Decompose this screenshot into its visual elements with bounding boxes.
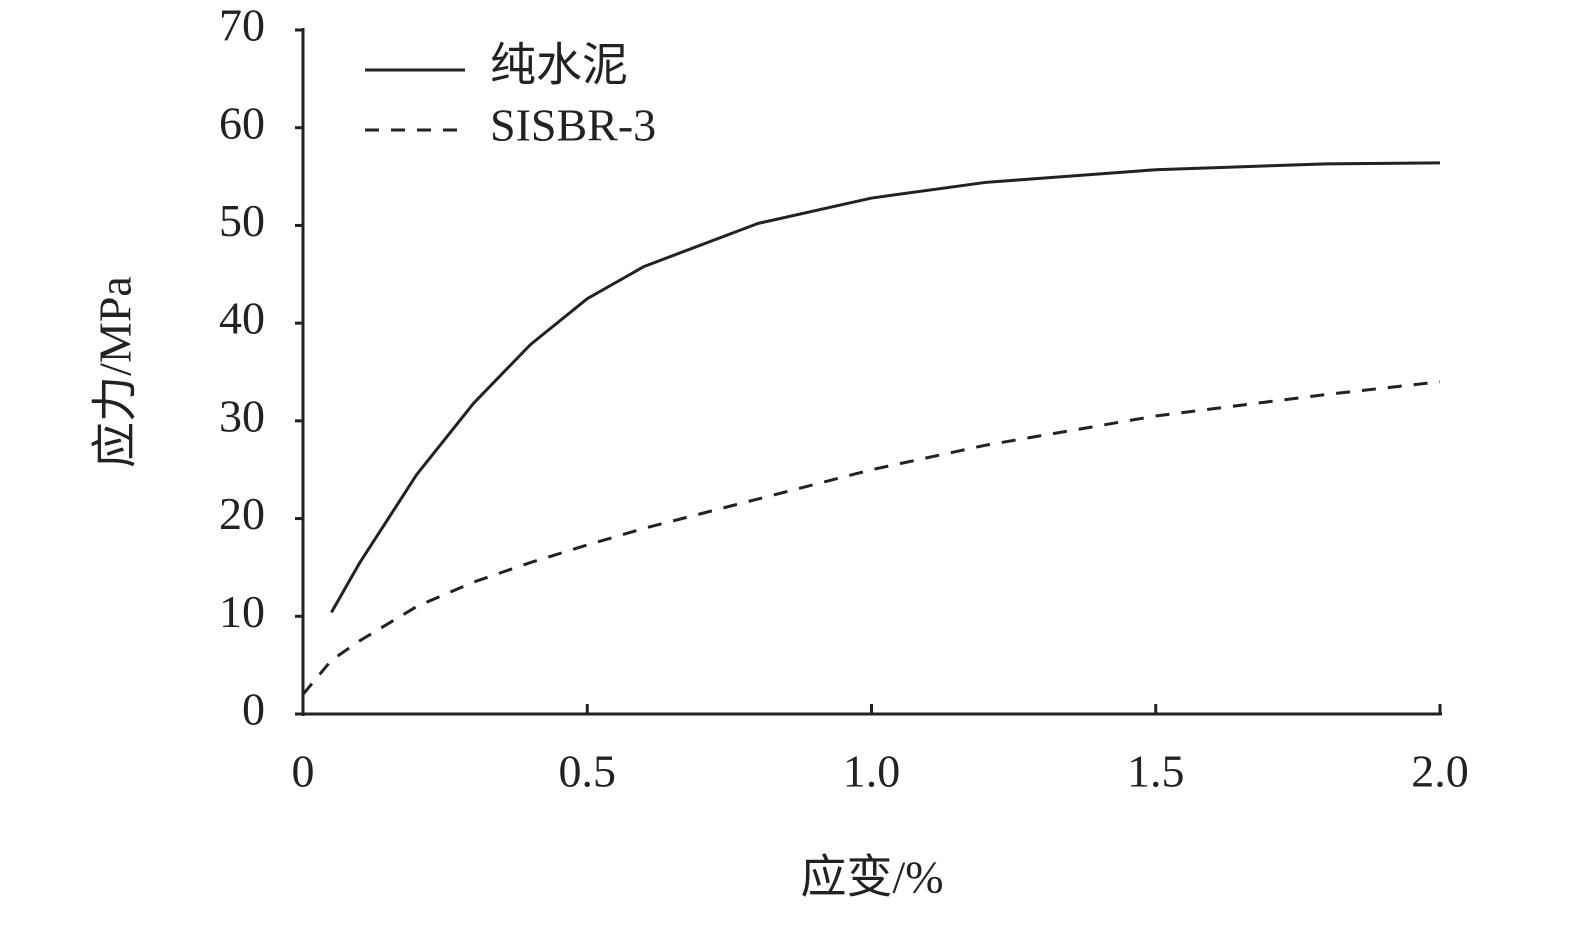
- x-tick-label: 2.0: [1411, 746, 1469, 797]
- y-tick-label: 40: [219, 293, 265, 344]
- x-tick-label: 1.5: [1127, 746, 1185, 797]
- legend-label: 纯水泥: [490, 40, 628, 91]
- y-tick-label: 30: [219, 390, 265, 441]
- legend-label: SISBR-3: [490, 100, 656, 151]
- x-tick-label: 0: [292, 746, 315, 797]
- y-tick-label: 50: [219, 195, 265, 246]
- x-tick-label: 1.0: [843, 746, 901, 797]
- y-tick-label: 10: [219, 586, 265, 637]
- y-tick-label: 70: [219, 0, 265, 51]
- x-tick-label: 0.5: [559, 746, 617, 797]
- x-axis-label: 应变/%: [800, 852, 943, 903]
- y-tick-label: 60: [219, 97, 265, 148]
- y-tick-label: 20: [219, 488, 265, 539]
- line-series: [330, 161, 1441, 614]
- y-axis-label: 应力/MPa: [90, 276, 141, 468]
- y-tick-label: 0: [242, 684, 265, 735]
- line-series: [301, 380, 1441, 696]
